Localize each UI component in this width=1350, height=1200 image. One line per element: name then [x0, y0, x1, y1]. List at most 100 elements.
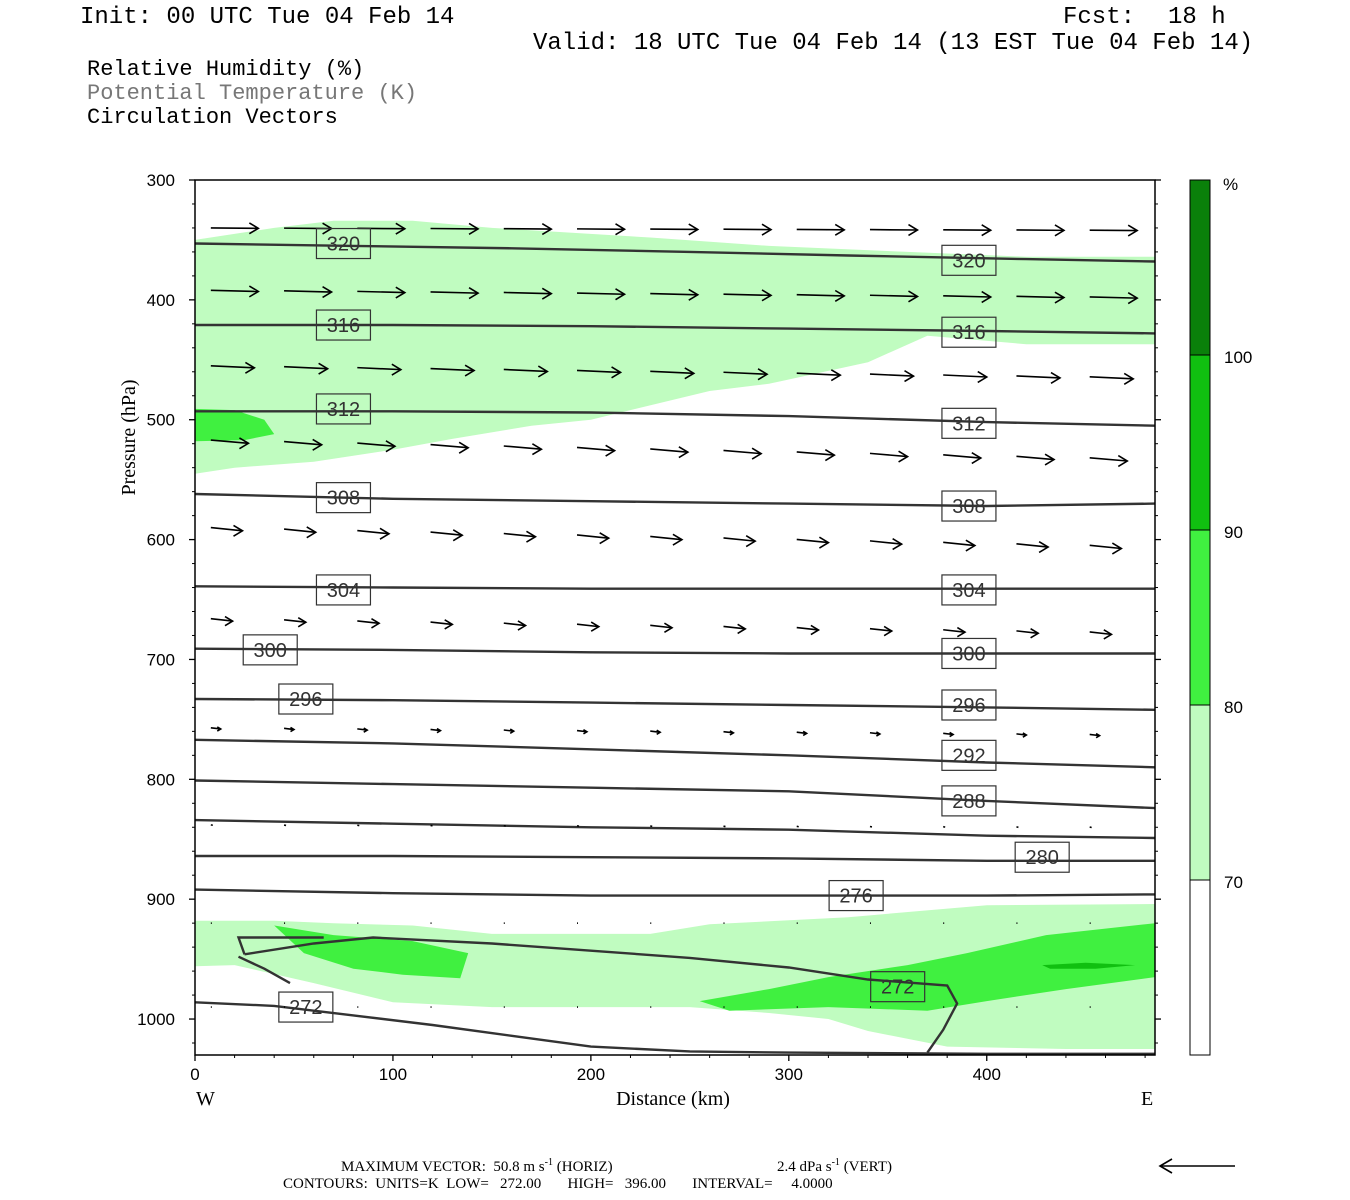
circulation-vector: [503, 287, 553, 300]
y-tick-label: 500: [147, 411, 175, 430]
colorbar-label: 100: [1224, 348, 1252, 367]
vector-head: [1127, 224, 1139, 237]
y-tick-label: 1000: [137, 1010, 175, 1029]
vector-shaft: [430, 367, 475, 372]
vector-head: [541, 287, 553, 300]
vector-head: [904, 370, 916, 383]
circulation-vector: [650, 729, 662, 736]
vector-head: [615, 223, 627, 236]
vector-shaft: [284, 440, 322, 446]
contour-label: 288: [941, 785, 997, 817]
circulation-vector: [430, 287, 480, 300]
vector-head: [395, 222, 407, 235]
vector-shaft: [503, 445, 542, 451]
circulation-vector: [357, 727, 369, 733]
legend-relative-humidity: Relative Humidity (%): [87, 57, 365, 82]
vector-shaft: [576, 369, 621, 374]
y-tick-label: 700: [147, 650, 175, 669]
reference-arrow-head: [1158, 1158, 1173, 1174]
vector-head: [468, 222, 480, 235]
vector-head: [239, 437, 250, 450]
vector-head: [248, 285, 260, 298]
vector-shaft: [723, 293, 772, 297]
legend-potential-temperature: Potential Temperature (K): [87, 81, 418, 106]
vector-head: [452, 529, 464, 542]
isentrope-304: [195, 585, 1155, 590]
vector-head: [737, 623, 747, 635]
circulation-vector: [503, 728, 516, 734]
plot-frame: [194, 179, 1156, 1056]
isentrope-308: [195, 492, 1155, 508]
isentrope-312: [195, 410, 1155, 427]
vector-shaft: [869, 540, 902, 545]
contour-label-box: [941, 785, 997, 817]
vector-head: [761, 223, 773, 236]
vector-head: [306, 526, 318, 539]
vector-head: [678, 446, 690, 459]
colorbar-label: 80: [1224, 698, 1243, 717]
circulation-vector: [943, 224, 993, 237]
circulation-vector: [430, 364, 476, 377]
circulation-vector: [283, 616, 308, 628]
circulation-vector: [1016, 540, 1050, 554]
contour-label-text: 296: [289, 689, 322, 711]
vector-head: [1054, 291, 1066, 304]
vector-head: [908, 290, 920, 303]
contour-label-box: [941, 637, 997, 670]
vector-head: [757, 368, 769, 381]
x-end-label-west: W: [196, 1088, 215, 1110]
valid-time: Valid: 18 UTC Tue 04 Feb 14 (13 EST Tue …: [533, 30, 1254, 57]
isentrope-300: [195, 647, 1155, 655]
circulation-vector: [1016, 224, 1066, 237]
circulation-vector: [650, 367, 696, 380]
vector-head: [216, 726, 223, 732]
vector-head: [751, 447, 763, 460]
vector-head: [391, 363, 403, 376]
vector-head: [729, 730, 735, 736]
vector-head: [233, 524, 245, 537]
contour-label-text: 308: [327, 488, 360, 510]
circulation-vector: [943, 626, 967, 638]
vector-shaft: [869, 294, 918, 298]
vector-shaft: [723, 449, 762, 455]
circulation-vector: [503, 443, 543, 456]
circulation-vector: [210, 615, 235, 627]
vector-head: [688, 288, 700, 301]
contour-label-box: [828, 879, 884, 912]
circulation-vector: [796, 730, 809, 737]
vector-head: [802, 730, 809, 737]
vector-shaft: [210, 526, 243, 532]
vector-shaft: [430, 443, 469, 449]
max-horiz-unit: (HORIZ): [556, 1159, 613, 1175]
circulation-vector: [943, 290, 993, 304]
contour-label-text: 288: [952, 791, 985, 813]
isentrope-316: [195, 323, 1155, 335]
vector-head: [379, 527, 391, 540]
vector-head: [810, 624, 821, 636]
circulation-vector: [650, 446, 690, 459]
contour-label-box: [941, 689, 997, 721]
vector-head: [458, 441, 470, 454]
vector-head: [684, 367, 696, 380]
contour-label: 320: [315, 227, 372, 260]
contour-label-box: [242, 634, 298, 666]
contour-label: 312: [315, 393, 372, 425]
circulation-vector: [503, 222, 553, 236]
circulation-vector: [796, 624, 821, 636]
vector-head: [745, 535, 757, 548]
vector-shaft: [869, 627, 892, 632]
circulation-vector: [796, 536, 830, 549]
vector-shaft: [284, 365, 328, 370]
y-tick-label: 800: [147, 770, 175, 789]
vector-head: [322, 285, 334, 299]
circulation-vector: [284, 285, 334, 299]
vector-head: [830, 369, 842, 382]
contour-label: 272: [870, 971, 926, 1003]
vector-shaft: [1016, 630, 1039, 635]
circulation-vector: [1089, 292, 1139, 305]
max-vector-label: MAXIMUM VECTOR:: [341, 1159, 486, 1175]
contour-label-text: 320: [952, 250, 985, 272]
isentrope-276: [195, 888, 1155, 897]
circulation-vector: [943, 539, 977, 552]
contour-label-box: [941, 244, 997, 276]
